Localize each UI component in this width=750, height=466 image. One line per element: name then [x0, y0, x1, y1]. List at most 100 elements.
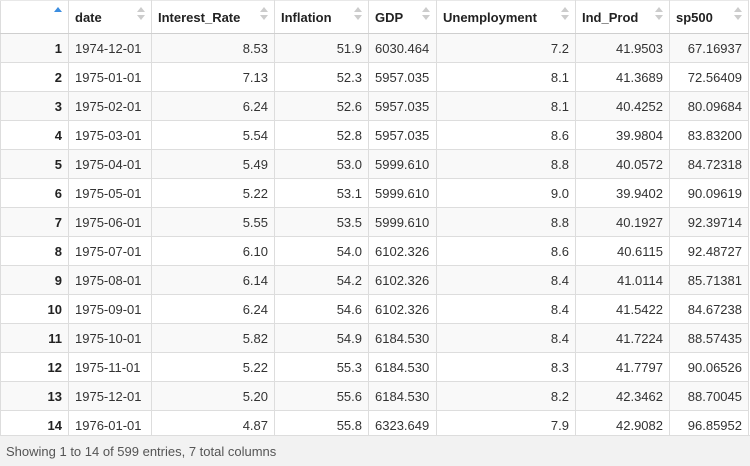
sp500-cell: 67.16937 [669, 33, 749, 63]
inflation-cell: 52.6 [274, 91, 369, 121]
table-row[interactable]: 1 1974-12-01 8.53 51.9 6030.464 7.2 41.9503 67.… [0, 33, 749, 63]
interest-rate-cell: 5.22 [151, 178, 275, 208]
table-row[interactable]: 13 1975-12-01 5.20 55.6 6184.530 8.2 42.3462 88… [0, 381, 749, 411]
date-cell: 1975-05-01 [68, 178, 152, 208]
ind-prod-cell: 40.4252 [575, 91, 670, 121]
gdp-cell: 6184.530 [368, 381, 437, 411]
interest-rate-cell: 5.22 [151, 352, 275, 382]
gdp-cell: 6030.464 [368, 33, 437, 63]
date-cell: 1975-07-01 [68, 236, 152, 266]
row-number: 5 [0, 149, 69, 179]
row-number: 9 [0, 265, 69, 295]
table-row[interactable]: 8 1975-07-01 6.10 54.0 6102.326 8.6 40.6115 92.… [0, 236, 749, 266]
table-row[interactable]: 4 1975-03-01 5.54 52.8 5957.035 8.6 39.9804 83.… [0, 120, 749, 150]
table-row[interactable]: 11 1975-10-01 5.82 54.9 6184.530 8.4 41.7224 88… [0, 323, 749, 353]
column-header-gdp[interactable]: GDP [368, 0, 437, 34]
gdp-cell: 5957.035 [368, 62, 437, 92]
sp500-cell: 85.71381 [669, 265, 749, 295]
column-header-label: date [75, 9, 102, 25]
inflation-cell: 55.6 [274, 381, 369, 411]
row-number: 2 [0, 62, 69, 92]
gdp-cell: 5957.035 [368, 91, 437, 121]
row-number: 10 [0, 294, 69, 324]
unemployment-cell: 8.8 [436, 207, 576, 237]
unemployment-cell: 8.4 [436, 265, 576, 295]
unemployment-cell: 8.6 [436, 236, 576, 266]
date-cell: 1974-12-01 [68, 33, 152, 63]
sp500-cell: 83.83200 [669, 120, 749, 150]
unemployment-cell: 8.1 [436, 62, 576, 92]
ind-prod-cell: 41.5422 [575, 294, 670, 324]
inflation-cell: 54.6 [274, 294, 369, 324]
date-cell: 1975-04-01 [68, 149, 152, 179]
column-header-label: Inflation [281, 9, 332, 25]
column-header-inflation[interactable]: Inflation [274, 0, 369, 34]
ind-prod-cell: 40.1927 [575, 207, 670, 237]
inflation-cell: 53.0 [274, 149, 369, 179]
date-cell: 1975-06-01 [68, 207, 152, 237]
sort-icon[interactable] [655, 6, 663, 22]
date-cell: 1975-02-01 [68, 91, 152, 121]
table-body: 1 1974-12-01 8.53 51.9 6030.464 7.2 41.9503 67.… [0, 33, 749, 440]
row-number: 8 [0, 236, 69, 266]
sort-asc-icon[interactable] [54, 6, 62, 22]
table-row[interactable]: 10 1975-09-01 6.24 54.6 6102.326 8.4 41.5422 84… [0, 294, 749, 324]
inflation-cell: 54.0 [274, 236, 369, 266]
column-header-ind-prod[interactable]: Ind_Prod [575, 0, 670, 34]
row-number: 13 [0, 381, 69, 411]
interest-rate-cell: 5.55 [151, 207, 275, 237]
interest-rate-cell: 8.53 [151, 33, 275, 63]
date-cell: 1975-08-01 [68, 265, 152, 295]
sort-icon[interactable] [734, 6, 742, 22]
gdp-cell: 6102.326 [368, 294, 437, 324]
gdp-cell: 6184.530 [368, 323, 437, 353]
ind-prod-cell: 41.3689 [575, 62, 670, 92]
ind-prod-cell: 40.0572 [575, 149, 670, 179]
row-number: 1 [0, 33, 69, 63]
interest-rate-cell: 5.82 [151, 323, 275, 353]
column-header-interest-rate[interactable]: Interest_Rate [151, 0, 275, 34]
row-number: 7 [0, 207, 69, 237]
table-row[interactable]: 3 1975-02-01 6.24 52.6 5957.035 8.1 40.4252 80.… [0, 91, 749, 121]
inflation-cell: 53.1 [274, 178, 369, 208]
unemployment-cell: 8.4 [436, 294, 576, 324]
table-row[interactable]: 5 1975-04-01 5.49 53.0 5999.610 8.8 40.0572 84.… [0, 149, 749, 179]
sp500-cell: 88.57435 [669, 323, 749, 353]
column-header-unemployment[interactable]: Unemployment [436, 0, 576, 34]
gdp-cell: 5999.610 [368, 178, 437, 208]
table-row[interactable]: 12 1975-11-01 5.22 55.3 6184.530 8.3 41.7797 90… [0, 352, 749, 382]
table-row[interactable]: 7 1975-06-01 5.55 53.5 5999.610 8.8 40.1927 92.… [0, 207, 749, 237]
ind-prod-cell: 39.9804 [575, 120, 670, 150]
gdp-cell: 6102.326 [368, 265, 437, 295]
ind-prod-cell: 41.7224 [575, 323, 670, 353]
data-table: date Interest_Rate Inflation GDP Unemplo… [0, 0, 749, 440]
column-header-date[interactable]: date [68, 0, 152, 34]
table-row[interactable]: 6 1975-05-01 5.22 53.1 5999.610 9.0 39.9402 90.… [0, 178, 749, 208]
sort-icon[interactable] [422, 6, 430, 22]
inflation-cell: 53.5 [274, 207, 369, 237]
interest-rate-cell: 6.24 [151, 91, 275, 121]
unemployment-cell: 8.2 [436, 381, 576, 411]
gdp-cell: 5999.610 [368, 207, 437, 237]
row-number: 3 [0, 91, 69, 121]
sort-icon[interactable] [354, 6, 362, 22]
ind-prod-cell: 41.0114 [575, 265, 670, 295]
interest-rate-cell: 6.14 [151, 265, 275, 295]
table-row[interactable]: 2 1975-01-01 7.13 52.3 5957.035 8.1 41.3689 72.… [0, 62, 749, 92]
column-header-label: Ind_Prod [582, 9, 639, 25]
inflation-cell: 55.3 [274, 352, 369, 382]
sp500-cell: 84.67238 [669, 294, 749, 324]
ind-prod-cell: 40.6115 [575, 236, 670, 266]
column-header-sp500[interactable]: sp500 [669, 0, 749, 34]
sort-icon[interactable] [561, 6, 569, 22]
gdp-cell: 6184.530 [368, 352, 437, 382]
header-row: date Interest_Rate Inflation GDP Unemplo… [0, 0, 749, 34]
sort-icon[interactable] [137, 6, 145, 22]
sort-icon[interactable] [260, 6, 268, 22]
column-header-rownum[interactable] [0, 0, 69, 34]
inflation-cell: 54.2 [274, 265, 369, 295]
date-cell: 1975-12-01 [68, 381, 152, 411]
sp500-cell: 72.56409 [669, 62, 749, 92]
table-row[interactable]: 9 1975-08-01 6.14 54.2 6102.326 8.4 41.0114 85.… [0, 265, 749, 295]
